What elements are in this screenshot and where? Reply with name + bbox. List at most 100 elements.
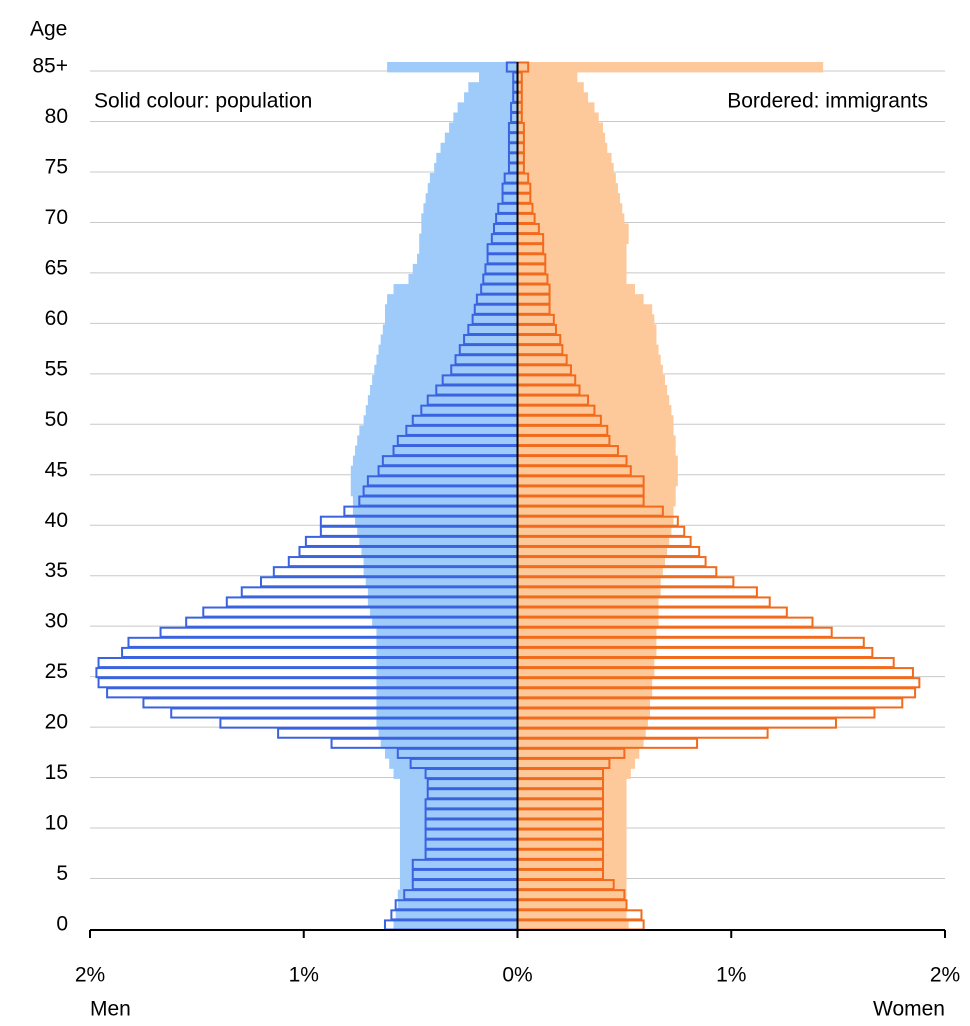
population-bar	[517, 263, 627, 275]
population-bar	[517, 485, 676, 497]
population-bar	[380, 334, 518, 345]
y-tick-label: 85+	[32, 55, 68, 78]
population-bar	[399, 839, 518, 850]
population-bar	[419, 233, 518, 244]
population-bar	[517, 213, 625, 224]
population-bar	[517, 778, 627, 789]
population-bar	[517, 284, 636, 295]
population-bar	[517, 395, 670, 406]
population-bar	[352, 496, 518, 507]
population-bar	[517, 475, 678, 487]
population-bar	[436, 152, 518, 164]
y-tick-label: 15	[45, 761, 68, 784]
population-bar	[517, 839, 627, 850]
population-bar	[393, 768, 518, 779]
population-bar	[399, 778, 518, 789]
population-bar	[365, 576, 518, 588]
population-bar	[517, 576, 661, 588]
population-bar	[517, 142, 608, 154]
population-bar	[517, 506, 674, 517]
population-bar	[427, 183, 518, 194]
population-bar	[517, 627, 657, 638]
population-bar	[395, 909, 518, 921]
population-bar	[387, 294, 518, 305]
y-axis-label: Age	[30, 18, 67, 41]
population-bar	[517, 374, 665, 386]
y-tick-label: 40	[45, 509, 68, 532]
population-bar	[355, 516, 518, 527]
population-bar	[412, 263, 518, 275]
y-tick-label: 5	[56, 862, 68, 885]
population-bar	[517, 798, 627, 810]
population-bar	[408, 273, 518, 285]
population-bar	[399, 818, 518, 830]
population-bar	[517, 526, 672, 537]
y-tick-label: 60	[45, 307, 68, 330]
population-bar	[517, 314, 655, 325]
population-bar	[393, 284, 518, 295]
population-bar	[517, 455, 678, 467]
population-bar	[517, 818, 627, 830]
population-bar	[517, 92, 589, 103]
population-bar	[376, 667, 518, 678]
population-bar	[517, 586, 661, 598]
population-bar	[517, 243, 627, 255]
population-bar	[376, 637, 518, 648]
y-tick-label: 10	[45, 812, 68, 835]
y-tick-label: 50	[45, 408, 68, 431]
population-bar	[399, 879, 518, 890]
population-bar	[517, 728, 646, 739]
y-tick-label: 70	[45, 206, 68, 229]
population-bar	[517, 808, 627, 820]
y-tick-label: 25	[45, 660, 68, 683]
population-bar	[376, 718, 518, 729]
population-bar	[389, 758, 518, 769]
population-bar	[517, 909, 627, 921]
right-label: Women	[873, 998, 945, 1021]
population-bar	[376, 707, 518, 719]
population-bar	[376, 627, 518, 638]
population-bar	[468, 82, 518, 93]
population-bar	[517, 445, 676, 456]
population-bar	[517, 758, 636, 769]
population-bar	[355, 445, 518, 456]
population-bar	[517, 869, 627, 880]
population-bar	[517, 72, 578, 83]
population-bar	[399, 859, 518, 870]
population-bar	[517, 122, 603, 133]
population-bar	[517, 607, 659, 618]
population-bar	[399, 829, 518, 840]
population-bar	[457, 102, 518, 113]
population-bar	[434, 162, 518, 174]
population-bar	[376, 687, 518, 699]
population-bar	[350, 465, 518, 477]
population-bar	[421, 213, 518, 224]
population-bar	[397, 899, 518, 911]
population-bar	[517, 889, 627, 901]
population-bar	[517, 294, 644, 305]
population-bar	[517, 112, 599, 123]
population-bar	[517, 465, 678, 477]
population-bar	[367, 586, 518, 598]
population-bar	[363, 566, 518, 578]
population-bar	[372, 374, 518, 386]
population-bar	[517, 707, 651, 719]
y-tick-label: 20	[45, 711, 68, 734]
population-bar	[479, 72, 518, 83]
x-tick-label: 1%	[716, 964, 746, 987]
population-bar	[440, 142, 518, 154]
population-bar	[359, 425, 518, 436]
annotation: Solid colour: population	[94, 90, 312, 113]
population-bar	[517, 132, 606, 144]
population-bar	[517, 496, 676, 507]
y-tick-label: 75	[45, 156, 68, 179]
population-bar	[517, 566, 663, 578]
population-bar	[517, 697, 651, 709]
population-bar	[417, 253, 518, 265]
population-bar	[517, 223, 629, 234]
population-bar	[352, 506, 518, 517]
population-bar	[517, 637, 657, 648]
population-bar	[517, 677, 653, 689]
population-bar	[517, 617, 659, 628]
population-bar	[517, 718, 648, 729]
